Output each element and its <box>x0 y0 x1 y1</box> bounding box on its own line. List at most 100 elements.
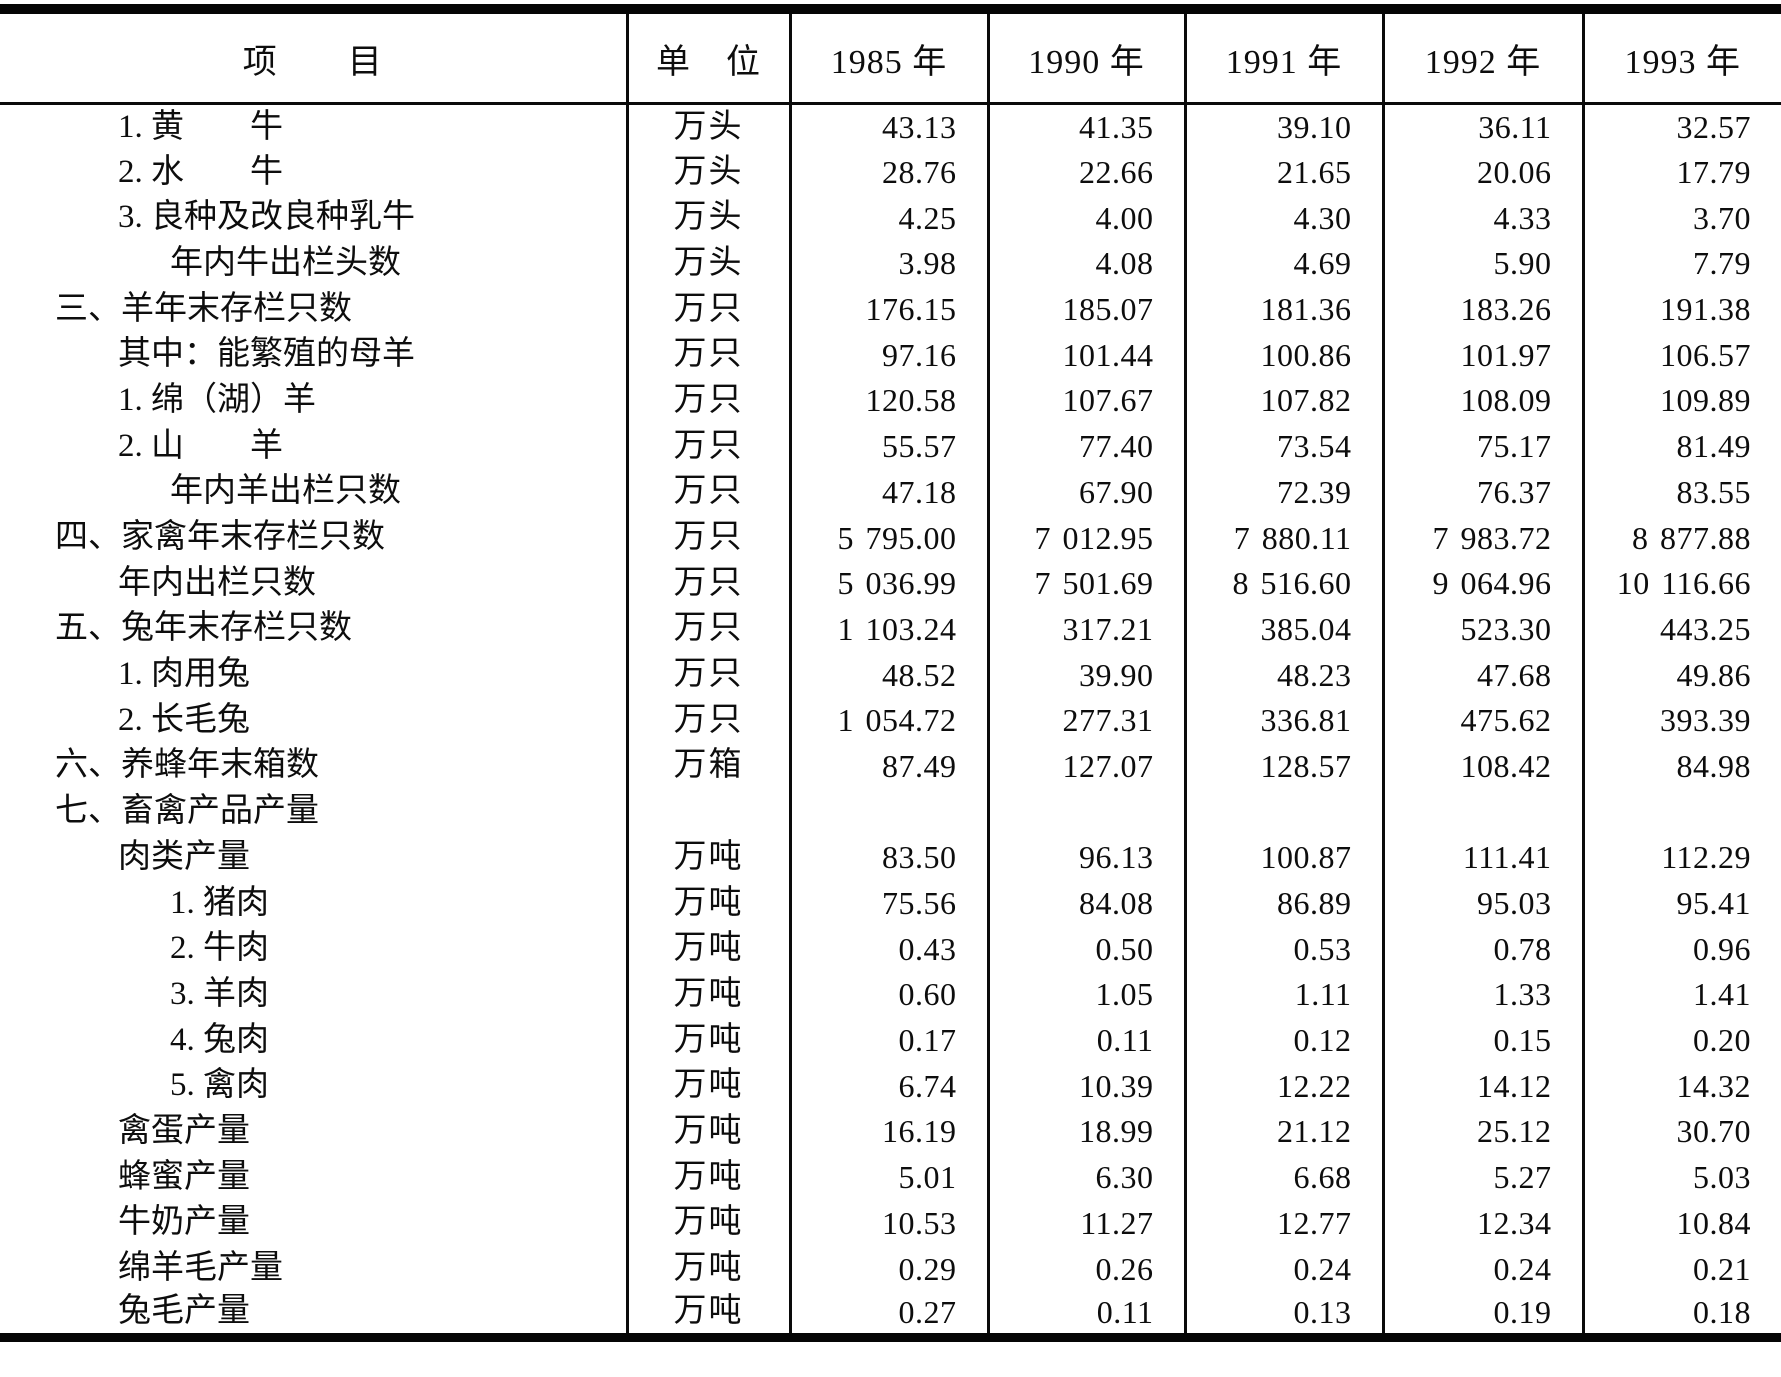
row-value: 76.37 <box>1381 469 1583 515</box>
row-value: 4.30 <box>1183 194 1383 241</box>
row-value: 0.43 <box>788 925 988 972</box>
row-value: 12.34 <box>1381 1200 1583 1246</box>
col-header-year-1992: 1992 年 <box>1381 9 1583 105</box>
row-value: 191.38 <box>1581 286 1781 332</box>
row-item-label: 三、羊年末存栏只数 <box>55 290 352 327</box>
table-row: 5. 禽肉 万吨 6.74 10.39 12.22 14.12 14.32 <box>0 1062 1781 1109</box>
row-value: 4.33 <box>1381 194 1583 241</box>
row-value: 108.42 <box>1381 743 1583 789</box>
row-item-label: 年内羊出栏只数 <box>170 473 401 510</box>
row-value: 77.40 <box>986 423 1185 469</box>
row-item-label: 1. 肉用兔 <box>118 656 250 693</box>
row-item-label: 2. 牛肉 <box>170 930 269 967</box>
row-value: 4.69 <box>1183 240 1383 287</box>
row-value: 336.81 <box>1183 697 1383 744</box>
col-header-unit: 单 位 <box>625 9 790 105</box>
table-row: 其中：能繁殖的母羊 万只 97.16 101.44 100.86 101.97 106.57 <box>0 331 1781 378</box>
row-value: 0.11 <box>986 1291 1185 1338</box>
row-unit: 万头 <box>625 103 790 150</box>
row-item-label: 七、畜禽产品产量 <box>55 793 319 830</box>
row-value: 108.09 <box>1381 377 1583 424</box>
row-value: 21.65 <box>1183 149 1383 195</box>
row-value: 25.12 <box>1381 1108 1583 1155</box>
row-value: 87.49 <box>788 743 988 789</box>
table-row: 年内出栏只数 万只 5 036.99 7 501.69 8 516.60 9 064.96… <box>0 560 1781 607</box>
row-unit: 万只 <box>625 331 790 378</box>
row-value: 95.41 <box>1581 880 1781 926</box>
col-header-year-1985: 1985 年 <box>788 9 988 105</box>
row-value: 0.21 <box>1581 1245 1781 1292</box>
row-value: 47.68 <box>1381 651 1583 698</box>
row-unit: 万吨 <box>625 1108 790 1155</box>
row-value: 176.15 <box>788 286 988 332</box>
row-value: 11.27 <box>986 1200 1185 1246</box>
row-value: 128.57 <box>1183 743 1383 789</box>
row-unit: 万头 <box>625 194 790 241</box>
table-row: 四、家禽年末存栏只数 万只 5 795.00 7 012.95 7 880.11 7 98… <box>0 514 1781 561</box>
row-value: 7 880.11 <box>1183 514 1383 561</box>
row-item-label: 五、兔年末存栏只数 <box>55 610 352 647</box>
row-item-label: 3. 良种及改良种乳牛 <box>118 199 415 236</box>
row-item-label: 3. 羊肉 <box>170 975 269 1012</box>
row-value: 0.78 <box>1381 925 1583 972</box>
row-value <box>1581 788 1781 835</box>
row-value: 0.18 <box>1581 1291 1781 1338</box>
row-value: 49.86 <box>1581 651 1781 698</box>
row-value: 0.50 <box>986 925 1185 972</box>
header-row: 项 目 单 位 1985 年 1990 年 1991 年 1992 年 1993… <box>0 9 1781 105</box>
row-value: 14.32 <box>1581 1062 1781 1109</box>
row-item-label: 1. 绵（湖）羊 <box>118 381 316 418</box>
row-value: 8 877.88 <box>1581 514 1781 561</box>
row-value: 101.97 <box>1381 331 1583 378</box>
table-row: 3. 羊肉 万吨 0.60 1.05 1.11 1.33 1.41 <box>0 971 1781 1018</box>
row-value: 10.39 <box>986 1062 1185 1109</box>
row-value: 20.06 <box>1381 149 1583 195</box>
row-value: 107.82 <box>1183 377 1383 424</box>
row-value: 0.29 <box>788 1245 988 1292</box>
row-value: 39.90 <box>986 651 1185 698</box>
row-item-label: 六、养蜂年末箱数 <box>55 747 319 784</box>
row-value: 523.30 <box>1381 606 1583 652</box>
table-row: 兔毛产量 万吨 0.27 0.11 0.13 0.19 0.18 <box>0 1291 1781 1338</box>
row-value: 0.27 <box>788 1291 988 1338</box>
table-row: 六、养蜂年末箱数 万箱 87.49 127.07 128.57 108.42 84.98 <box>0 743 1781 789</box>
row-value: 5 036.99 <box>788 560 988 607</box>
row-item-label: 年内出栏只数 <box>118 564 316 601</box>
table-row: 年内牛出栏头数 万头 3.98 4.08 4.69 5.90 7.79 <box>0 240 1781 287</box>
row-value: 36.11 <box>1381 103 1583 150</box>
row-value: 75.17 <box>1381 423 1583 469</box>
table-row: 肉类产量 万吨 83.50 96.13 100.87 111.41 112.29 <box>0 834 1781 881</box>
row-unit <box>625 788 790 835</box>
row-value: 106.57 <box>1581 331 1781 378</box>
row-unit: 万吨 <box>625 1062 790 1109</box>
row-value: 0.17 <box>788 1017 988 1063</box>
row-value: 6.30 <box>986 1154 1185 1200</box>
table-row: 1. 绵（湖）羊 万只 120.58 107.67 107.82 108.09 109.89 <box>0 377 1781 424</box>
livestock-statistics-table: 项 目 单 位 1985 年 1990 年 1991 年 1992 年 1993… <box>0 4 1781 1342</box>
row-unit: 万头 <box>625 240 790 287</box>
row-value: 185.07 <box>986 286 1185 332</box>
row-value: 109.89 <box>1581 377 1781 424</box>
row-item-label: 4. 兔肉 <box>170 1021 269 1058</box>
row-item-label: 年内牛出栏头数 <box>170 244 401 281</box>
row-unit: 万头 <box>625 149 790 195</box>
row-value: 0.96 <box>1581 925 1781 972</box>
row-value <box>788 788 988 835</box>
row-value: 21.12 <box>1183 1108 1383 1155</box>
row-value: 95.03 <box>1381 880 1583 926</box>
row-item-label: 肉类产量 <box>118 838 250 875</box>
row-value: 67.90 <box>986 469 1185 515</box>
row-value: 0.24 <box>1183 1245 1383 1292</box>
table-row: 2. 山 羊 万只 55.57 77.40 73.54 75.17 81.49 <box>0 423 1781 469</box>
row-value: 100.87 <box>1183 834 1383 881</box>
row-value: 47.18 <box>788 469 988 515</box>
row-unit: 万吨 <box>625 1245 790 1292</box>
row-value: 0.19 <box>1381 1291 1583 1338</box>
row-value: 0.20 <box>1581 1017 1781 1063</box>
col-header-year-1990: 1990 年 <box>986 9 1185 105</box>
table-row: 禽蛋产量 万吨 16.19 18.99 21.12 25.12 30.70 <box>0 1108 1781 1155</box>
row-value: 5.90 <box>1381 240 1583 287</box>
table-row: 蜂蜜产量 万吨 5.01 6.30 6.68 5.27 5.03 <box>0 1154 1781 1200</box>
row-value: 10.84 <box>1581 1200 1781 1246</box>
